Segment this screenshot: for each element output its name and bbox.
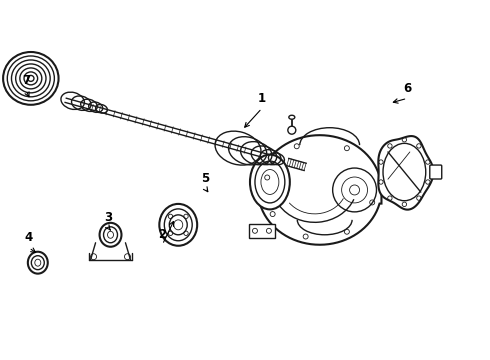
Polygon shape: [249, 224, 275, 238]
Ellipse shape: [289, 115, 295, 119]
Ellipse shape: [3, 52, 58, 105]
Circle shape: [288, 126, 296, 134]
Polygon shape: [378, 136, 434, 210]
FancyBboxPatch shape: [430, 165, 442, 179]
Polygon shape: [258, 135, 382, 245]
Text: 7: 7: [22, 74, 30, 87]
Text: 6: 6: [403, 82, 412, 95]
Ellipse shape: [159, 204, 197, 246]
Text: 2: 2: [158, 228, 167, 241]
Ellipse shape: [28, 252, 48, 274]
Text: 1: 1: [258, 92, 266, 105]
Text: 4: 4: [24, 231, 33, 244]
Text: 3: 3: [104, 211, 113, 224]
Ellipse shape: [99, 223, 122, 247]
Ellipse shape: [250, 154, 290, 210]
Text: 5: 5: [201, 171, 209, 185]
